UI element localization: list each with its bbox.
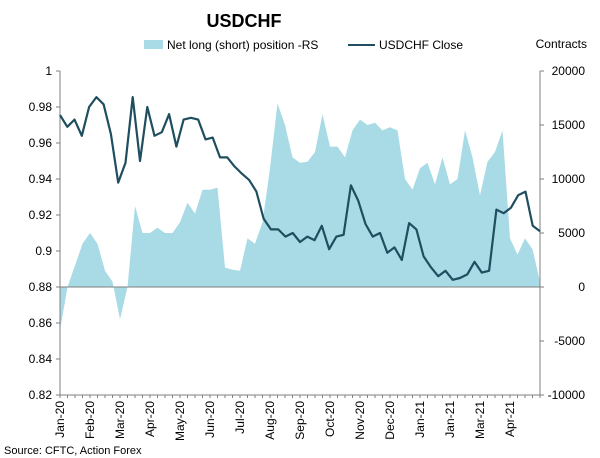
right-tick-label: 0 bbox=[578, 280, 585, 294]
x-tick-label: Mar-20 bbox=[113, 401, 127, 439]
x-tick-label: Aug-20 bbox=[263, 401, 277, 440]
right-tick-label: -10000 bbox=[548, 388, 586, 402]
left-tick-label: 1 bbox=[45, 64, 52, 78]
x-tick-label: Nov-20 bbox=[353, 401, 367, 440]
right-tick-label: 20000 bbox=[552, 64, 586, 78]
x-tick-label: Jan-20 bbox=[53, 401, 67, 438]
x-tick-label: Apr-21 bbox=[503, 401, 517, 437]
source-note: Source: CFTC, Action Forex bbox=[4, 445, 142, 457]
left-tick-label: 0.92 bbox=[29, 208, 53, 222]
series-line-usdchf-close bbox=[59, 95, 541, 281]
right-tick-label: 10000 bbox=[552, 172, 586, 186]
x-tick-label: Mar-21 bbox=[473, 401, 487, 439]
chart-title: USDCHF bbox=[207, 11, 282, 31]
x-tick-label: Jul-20 bbox=[233, 401, 247, 434]
x-tick-label: Jan-21 bbox=[413, 401, 427, 438]
legend-label-position: Net long (short) position -RS bbox=[167, 38, 318, 52]
x-tick-label: Feb-20 bbox=[83, 401, 97, 439]
left-tick-label: 0.9 bbox=[35, 244, 52, 258]
left-tick-label: 0.96 bbox=[29, 136, 53, 150]
x-tick-label: Apr-20 bbox=[143, 401, 157, 437]
left-tick-label: 0.84 bbox=[29, 352, 53, 366]
x-tick-label: May-20 bbox=[173, 401, 187, 441]
left-tick-label: 0.82 bbox=[29, 388, 53, 402]
legend-label-close: USDCHF Close bbox=[379, 38, 463, 52]
x-tick-label: Sep-20 bbox=[293, 401, 307, 440]
legend: Net long (short) position -RS USDCHF Clo… bbox=[144, 38, 463, 52]
x-tick-label: Oct-20 bbox=[323, 401, 337, 437]
right-tick-label: 15000 bbox=[552, 118, 586, 132]
series-area-net-position bbox=[60, 103, 540, 331]
right-axis-title: Contracts bbox=[536, 37, 587, 51]
right-tick-label: 5000 bbox=[558, 226, 585, 240]
left-tick-label: 0.94 bbox=[29, 172, 53, 186]
right-tick-label: -5000 bbox=[554, 334, 585, 348]
left-tick-label: 0.88 bbox=[29, 280, 53, 294]
x-tick-label: Jun-20 bbox=[203, 401, 217, 438]
x-tick-label: Jan-21 bbox=[443, 401, 457, 438]
legend-swatch-position bbox=[144, 40, 163, 49]
left-tick-label: 0.98 bbox=[29, 100, 53, 114]
left-tick-label: 0.86 bbox=[29, 316, 53, 330]
plot-area: 0.82 0.84 0.86 0.88 0.9 0.92 0.94 0.96 0.98 1 -100… bbox=[29, 64, 586, 441]
x-tick-label: Dec-20 bbox=[383, 401, 397, 440]
